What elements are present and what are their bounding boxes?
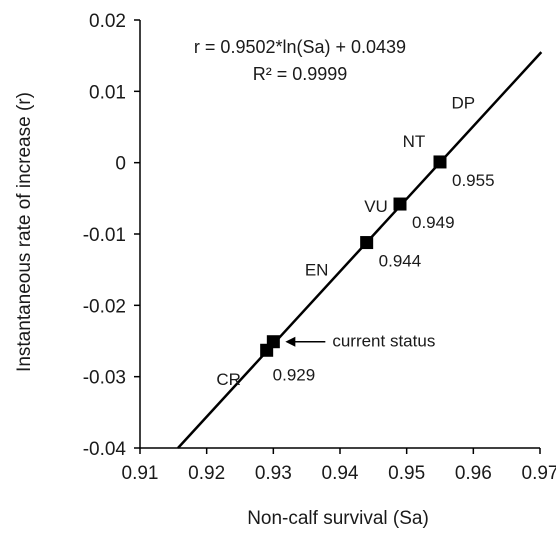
data-points [260,155,447,357]
equation-text: r = 0.9502*ln(Sa) + 0.0439 [194,37,406,57]
point-value-label: 0.929 [273,365,316,384]
x-tick-label: 0.93 [255,463,292,484]
x-tick-label: 0.95 [388,463,425,484]
category-label: DP [452,93,476,112]
fit-line-group [177,51,543,449]
r-squared-text: R² = 0.9999 [253,64,348,84]
annotations: 0.929 0.944 0.949 0.955 CR EN VU NT DP current st… [216,93,494,389]
data-point [266,335,280,349]
y-tick-label: 0.02 [89,11,126,32]
data-point [393,197,407,211]
y-tick-label: 0.01 [89,82,126,103]
fit-line [177,51,543,449]
y-axis-title: Instantaneous rate of increase (r) [14,92,35,372]
x-tick-label: 0.94 [322,463,359,484]
axes [139,20,540,449]
y-tick-label: -0.01 [83,225,126,246]
tick-labels: 0.91 0.92 0.93 0.94 0.95 0.96 0.97 0.02 0.01 0 -0.… [83,11,556,484]
y-tick-label: -0.03 [83,368,126,389]
category-label: EN [305,260,329,279]
data-point [433,155,447,169]
x-tick-label: 0.96 [455,463,492,484]
category-label: VU [364,197,388,216]
y-tick-label: -0.02 [83,296,126,317]
annotation-arrow-head [285,336,296,347]
point-value-label: 0.944 [379,252,422,271]
category-label: NT [403,132,426,151]
point-value-label: 0.949 [412,213,455,232]
y-tick-label: 0 [115,154,126,175]
x-tick-label: 0.91 [122,463,159,484]
x-tick-label: 0.92 [188,463,225,484]
y-tick-label: -0.04 [83,439,127,460]
category-label: CR [216,370,241,389]
x-tick-label: 0.97 [522,463,556,484]
current-status-label: current status [332,332,435,351]
x-axis-title: Non-calf survival (Sa) [247,508,429,529]
point-value-label: 0.955 [452,171,495,190]
data-point [360,236,374,250]
